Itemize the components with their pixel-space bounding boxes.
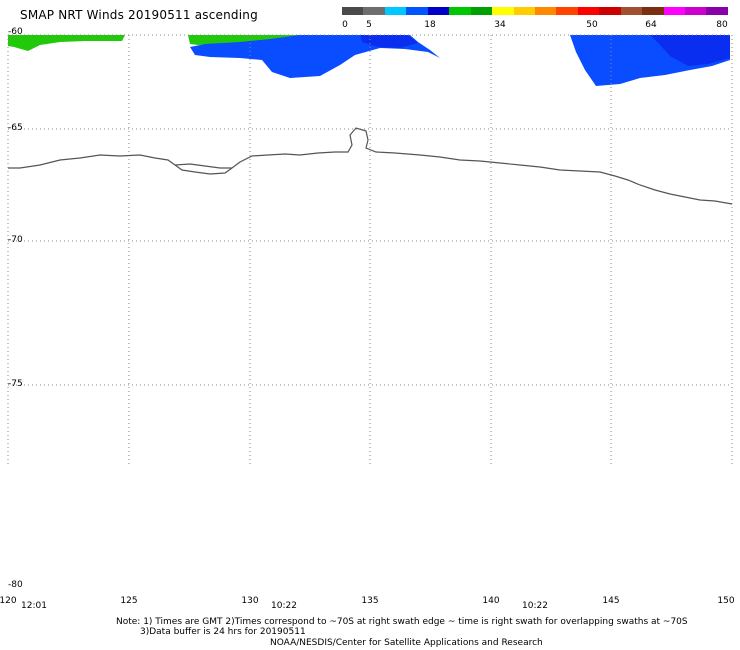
colorbar-segment: [449, 7, 471, 15]
swath-time-label: 10:22: [271, 601, 297, 611]
lon-label: 150: [717, 596, 735, 606]
coastline-inlet: [174, 163, 232, 169]
lat-label: -80: [8, 580, 23, 590]
lon-label: 130: [241, 596, 259, 606]
colorbar-segment: [384, 7, 407, 15]
lon-label: 120: [0, 596, 17, 606]
colorbar-tick: 18: [424, 20, 436, 30]
colorbar-segment: [492, 7, 514, 15]
wind-swaths: [8, 35, 730, 86]
graticule: [7, 34, 733, 465]
lon-label: 140: [482, 596, 500, 606]
colorbar-tick: 0: [342, 20, 348, 30]
colorbar-segment: [599, 7, 621, 15]
lon-label: 125: [120, 596, 138, 606]
footnote-line-1: Note: 1) Times are GMT 2)Times correspon…: [116, 617, 688, 627]
footnote-credit: NOAA/NESDIS/Center for Satellite Applica…: [270, 638, 543, 648]
colorbar-segment: [427, 7, 450, 15]
colorbar-strip: [342, 7, 728, 15]
colorbar-segment: [642, 7, 664, 15]
lon-label: 135: [361, 596, 379, 606]
wind-speed-colorbar: 0 5 18 34 50 64 80: [342, 7, 728, 35]
colorbar-segment: [342, 7, 364, 15]
colorbar-segment: [556, 7, 578, 15]
swath-green-center: [188, 35, 310, 45]
colorbar-tick: 5: [366, 20, 372, 30]
footnote-line-2: 3)Data buffer is 24 hrs for 20190511: [140, 627, 306, 637]
colorbar-segment: [406, 7, 428, 15]
antarctic-coastline: [8, 127, 733, 205]
colorbar-segment: [577, 7, 600, 15]
swath-blue-right-dark: [650, 35, 730, 66]
colorbar-tick: 80: [716, 20, 728, 30]
colorbar-segment: [706, 7, 728, 15]
lat-label: -75: [8, 379, 23, 389]
colorbar-segment: [363, 7, 385, 15]
lat-label: -70: [8, 235, 23, 245]
colorbar-segment: [620, 7, 643, 15]
lat-label: -60: [8, 27, 23, 37]
colorbar-segment: [663, 7, 685, 15]
colorbar-tick: 34: [494, 20, 506, 30]
lat-label: -65: [8, 123, 23, 133]
colorbar-segment: [513, 7, 535, 15]
swath-time-label: 10:22: [522, 601, 548, 611]
colorbar-tick: 50: [586, 20, 598, 30]
swath-green-left: [8, 35, 125, 51]
colorbar-segment: [470, 7, 493, 15]
map-title: SMAP NRT Winds 20190511 ascending: [20, 8, 258, 22]
colorbar-segment: [534, 7, 557, 15]
swath-blue-center-dark: [360, 35, 418, 48]
colorbar-tick: 64: [645, 20, 657, 30]
swath-time-label: 12:01: [21, 601, 47, 611]
colorbar-segment: [685, 7, 707, 15]
lon-label: 145: [602, 596, 620, 606]
